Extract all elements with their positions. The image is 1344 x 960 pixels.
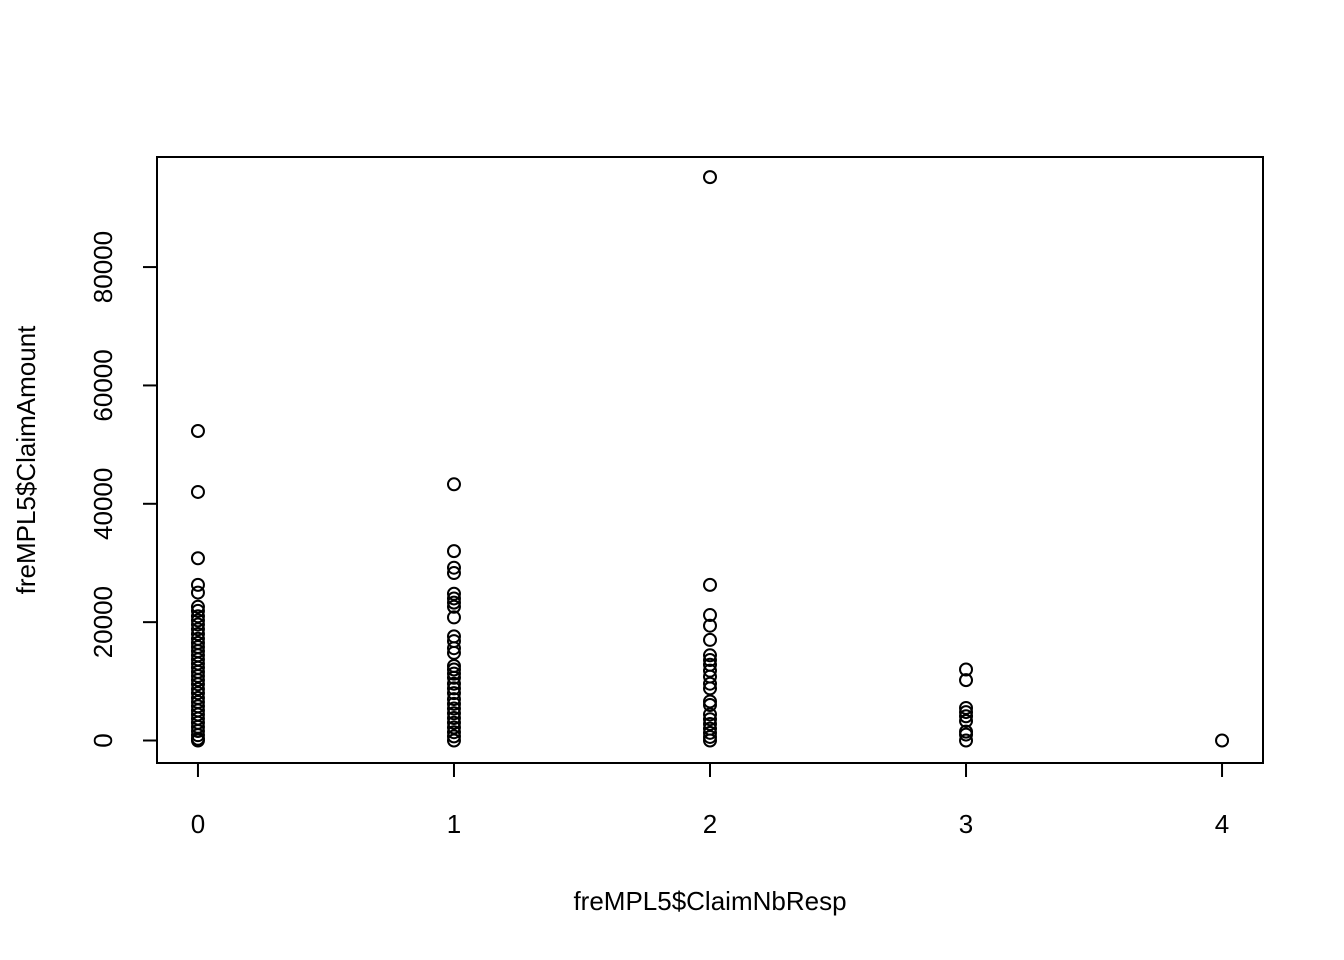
data-point [703, 608, 717, 623]
data-point [446, 641, 461, 656]
data-point [703, 712, 717, 727]
data-point [190, 484, 205, 499]
data-point [190, 626, 205, 641]
data-point [190, 724, 205, 739]
data-point [190, 682, 205, 697]
data-point [703, 707, 717, 722]
data-point [446, 599, 461, 614]
data-point [959, 700, 974, 715]
y-axis: 0 20000 40000 60000 80000 [88, 231, 158, 748]
data-point [703, 663, 717, 678]
data-point [190, 733, 205, 748]
data-point [190, 599, 205, 614]
data-point [446, 544, 461, 559]
data-point [446, 720, 461, 735]
data-point [190, 673, 205, 688]
data-point [446, 586, 461, 601]
data-point [446, 595, 461, 610]
x-tick-label: 3 [959, 809, 973, 839]
data-point [703, 681, 717, 696]
data-point [446, 662, 461, 677]
data-point [959, 709, 974, 724]
data-point [190, 622, 205, 637]
x-tick-label: 0 [191, 809, 205, 839]
data-point [190, 603, 205, 618]
data-point [446, 715, 461, 730]
data-point [446, 666, 461, 681]
data-point [959, 727, 974, 742]
data-point [703, 170, 717, 185]
data-point [446, 701, 461, 716]
data-point [703, 716, 717, 731]
data-point [446, 733, 461, 748]
data-point [446, 706, 461, 721]
data-point [190, 577, 205, 592]
data-point [190, 617, 205, 632]
data-point [446, 670, 461, 685]
data-point [446, 696, 461, 711]
x-tick-label: 1 [447, 809, 461, 839]
data-point [959, 673, 974, 688]
data-point [446, 676, 461, 691]
data-point [446, 681, 461, 696]
data-point [446, 591, 461, 606]
data-point [703, 577, 717, 592]
data-point [446, 692, 461, 707]
data-point [190, 551, 205, 566]
data-point [446, 711, 461, 726]
data-point [703, 653, 717, 668]
x-axis-title: freMPL5$ClaimNbResp [573, 886, 846, 916]
data-point [959, 662, 974, 677]
data-point [959, 733, 974, 748]
data-point [446, 560, 461, 575]
data-point [446, 566, 461, 581]
data-point [190, 424, 205, 439]
data-point [703, 676, 717, 691]
data-point [190, 686, 205, 701]
data-point [703, 733, 717, 748]
data-point [703, 725, 717, 740]
data-point [446, 725, 461, 740]
data-point [959, 705, 974, 720]
data-point [190, 609, 205, 624]
data-points [190, 170, 1230, 748]
data-point [190, 585, 205, 600]
x-tick-label: 4 [1215, 809, 1229, 839]
y-axis-title: freMPL5$ClaimAmount [11, 325, 41, 595]
y-tick-label: 0 [88, 733, 118, 747]
data-point [703, 618, 717, 633]
data-point [446, 477, 461, 492]
data-point [190, 613, 205, 628]
x-axis: 0 1 2 3 4 [191, 762, 1229, 839]
y-tick-label: 60000 [88, 349, 118, 421]
data-point [446, 729, 461, 744]
plot-frame [156, 156, 1264, 764]
data-point [703, 648, 717, 663]
data-point [703, 632, 717, 647]
data-point [190, 677, 205, 692]
data-point [1215, 733, 1230, 748]
y-tick-label: 40000 [88, 468, 118, 540]
data-point [446, 686, 461, 701]
data-point [703, 698, 717, 713]
y-tick-label: 20000 [88, 586, 118, 658]
y-tick-label: 80000 [88, 231, 118, 303]
data-point [446, 610, 461, 625]
data-point [446, 645, 461, 660]
data-point [190, 669, 205, 684]
data-point [959, 713, 974, 728]
x-tick-label: 2 [703, 809, 717, 839]
